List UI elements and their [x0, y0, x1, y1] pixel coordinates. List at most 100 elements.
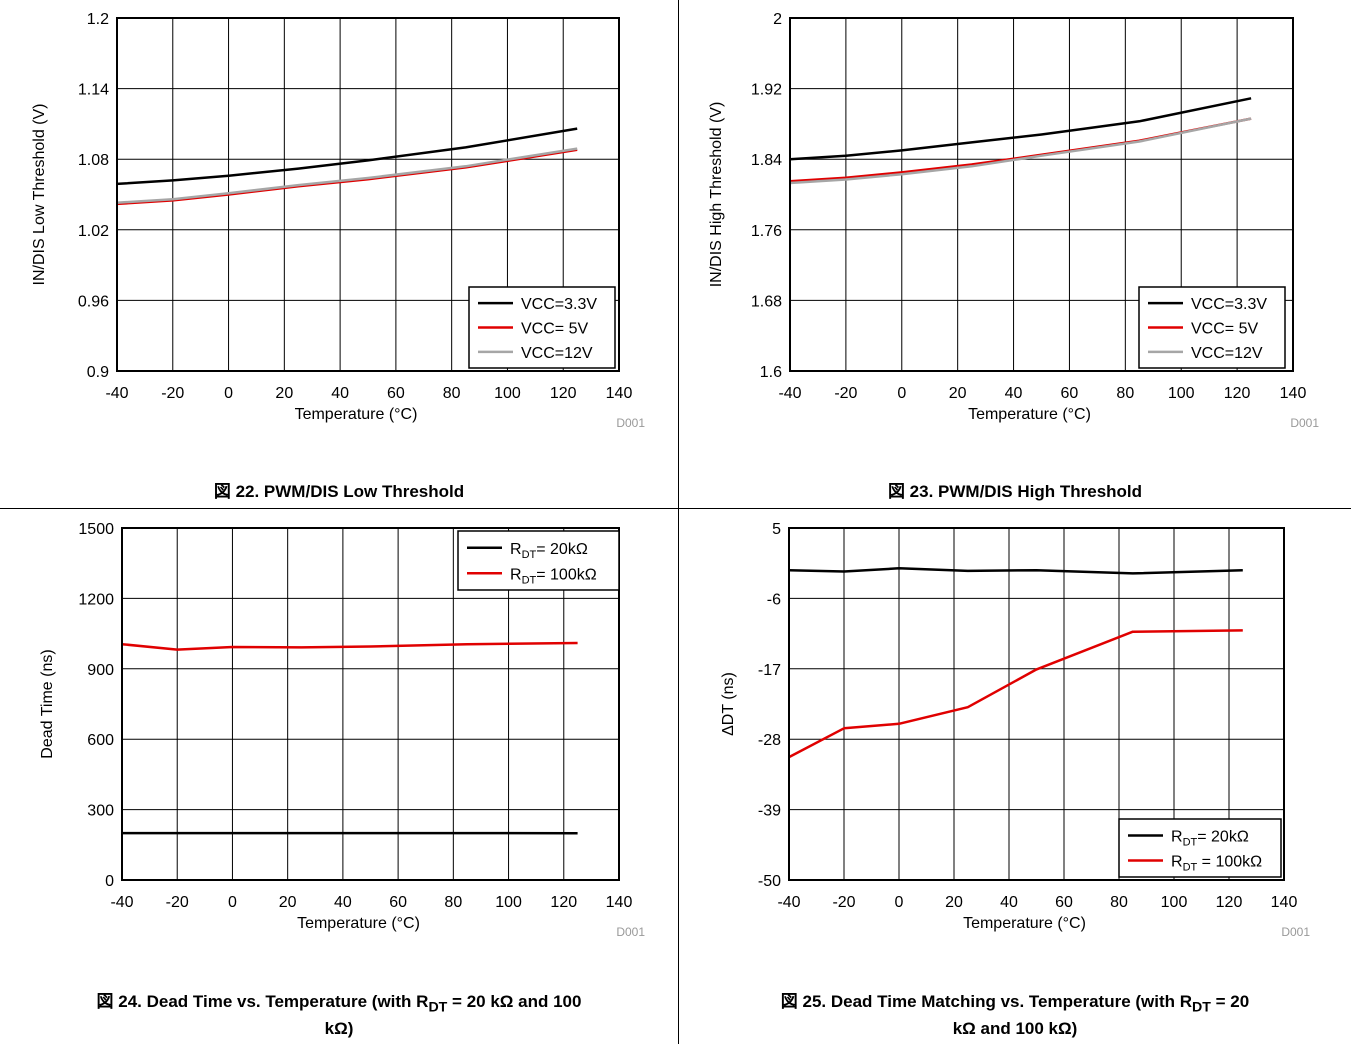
x-axis-label: Temperature (°C): [968, 406, 1091, 423]
plot-frame: [789, 17, 1294, 372]
chart-panel-high-threshold: -40 -20 0 20 40 60 80 100 120 140 1.6 1.68 1.76 1.84 1…: [679, 0, 1351, 508]
figure-caption: 図 24. Dead Time vs. Temperature (with RD…: [0, 991, 678, 1040]
x-tick-label: 0: [897, 385, 906, 402]
y-axis-label: ΔDT (ns): [720, 672, 737, 736]
chart-high-threshold: -40 -20 0 20 40 60 80 100 120 140 1.6 1.68 1.76 1.84 1…: [708, 11, 1319, 430]
y-tick-label: 5: [772, 521, 781, 538]
series-line-3: [116, 147, 578, 204]
x-tick-label: -40: [778, 385, 801, 402]
x-tick-label: 60: [1055, 894, 1073, 911]
x-tick-label: 120: [550, 894, 577, 911]
x-tick-label: 60: [387, 385, 405, 402]
legend-label: VCC= 5V: [521, 321, 588, 338]
x-tick-label: 140: [1271, 894, 1298, 911]
legend-label: VCC= 5V: [1191, 321, 1258, 338]
y-tick-label: 300: [87, 803, 114, 820]
y-tick-label: 0.9: [87, 364, 109, 381]
x-tick-label: -40: [110, 894, 133, 911]
y-tick-label: 1.02: [78, 223, 109, 240]
legend-label: RDT= 20kΩ: [510, 541, 588, 561]
x-tick-label: 120: [1224, 385, 1251, 402]
y-tick-label: 2: [773, 11, 782, 28]
legend-label: RDT = 100kΩ: [1171, 854, 1262, 874]
legend-box: [457, 530, 620, 591]
figure-id-label: D001: [616, 925, 645, 939]
x-tick-label: 40: [1005, 385, 1023, 402]
y-axis-label: Dead Time (ns): [39, 649, 56, 758]
figure-id-label: D001: [1281, 925, 1310, 939]
x-tick-label: 120: [550, 385, 577, 402]
y-tick-label: 1500: [78, 521, 114, 538]
series-line-1: [116, 127, 578, 186]
x-tick-label: -20: [166, 894, 189, 911]
caption-line-2: kΩ): [324, 1019, 354, 1039]
x-tick-label: 40: [1000, 894, 1018, 911]
y-tick-label: 1.92: [751, 82, 782, 99]
x-axis-label: Temperature (°C): [963, 915, 1086, 932]
y-tick-label: 1.6: [760, 364, 782, 381]
x-tick-label: 80: [444, 894, 462, 911]
figure-id-label: D001: [616, 416, 645, 430]
chart-panel-low-threshold: -40 -20 0 20 40 60 80 100 120 140 0.9 0.96 1.02 1.08 1…: [0, 0, 678, 508]
legend-label: RDT= 100kΩ: [510, 566, 597, 586]
x-tick-label: 0: [224, 385, 233, 402]
chart-panel-dead-time-matching: -40 -20 0 20 40 60 80 100 120 140 -50 -39 -28 -17 -6 5 T…: [679, 509, 1351, 1044]
y-tick-label: 1.76: [751, 223, 782, 240]
legend-label: VCC=12V: [1191, 345, 1263, 362]
x-tick-label: 20: [275, 385, 293, 402]
x-tick-label: 100: [494, 385, 521, 402]
x-tick-label: 80: [443, 385, 461, 402]
y-axis-label: IN/DIS Low Threshold (V): [31, 104, 48, 286]
legend: RDT= 20kΩ RDT= 100kΩ: [457, 530, 620, 591]
y-tick-label: -28: [758, 732, 781, 749]
caption-line-1: 図 24. Dead Time vs. Temperature (with RD…: [96, 992, 582, 1016]
caption-text: 図 23. PWM/DIS High Threshold: [887, 482, 1143, 501]
chart-dead-time: -40 -20 0 20 40 60 80 100 120 140 0 300 600 900 1200 15…: [39, 521, 645, 939]
caption-line-1: 図 25. Dead Time Matching vs. Temperature…: [780, 992, 1250, 1016]
legend-label: VCC=3.3V: [1191, 296, 1267, 313]
x-tick-label: 140: [606, 385, 633, 402]
x-tick-label: 20: [279, 894, 297, 911]
series-line-2: [116, 148, 578, 206]
legend: RDT= 20kΩ RDT = 100kΩ: [1118, 818, 1282, 878]
horizontal-divider: [0, 508, 1351, 509]
x-tick-label: -40: [105, 385, 128, 402]
legend-box: [1118, 818, 1282, 878]
series-line-1: [789, 97, 1252, 161]
legend-label: VCC=12V: [521, 345, 593, 362]
figure-caption: 図 25. Dead Time Matching vs. Temperature…: [679, 991, 1351, 1040]
x-tick-label: 40: [331, 385, 349, 402]
x-tick-label: -20: [832, 894, 855, 911]
x-axis-label: Temperature (°C): [297, 915, 420, 932]
y-tick-label: 1.68: [751, 293, 782, 310]
x-tick-label: 80: [1110, 894, 1128, 911]
caption-line-2: kΩ and 100 kΩ): [952, 1019, 1078, 1039]
gridlines: [122, 528, 619, 880]
y-tick-label: 0: [105, 873, 114, 890]
y-axis-label: IN/DIS High Threshold (V): [708, 102, 725, 288]
x-tick-label: -20: [161, 385, 184, 402]
y-tick-label: 1.84: [751, 152, 782, 169]
series-line-3: [789, 117, 1252, 185]
figure-caption: 図 22. PWM/DIS Low Threshold: [0, 481, 678, 503]
x-tick-label: 120: [1216, 894, 1243, 911]
x-tick-label: 100: [1161, 894, 1188, 911]
x-tick-label: 20: [949, 385, 967, 402]
x-tick-label: 0: [228, 894, 237, 911]
series-line-1: [788, 567, 1243, 575]
x-tick-label: 60: [389, 894, 407, 911]
legend-box: [1138, 286, 1286, 369]
plot-frame: [788, 527, 1285, 881]
series-line-2: [789, 117, 1252, 183]
y-tick-label: -6: [767, 591, 781, 608]
y-tick-label: 1.14: [78, 82, 109, 99]
y-tick-label: -39: [758, 803, 781, 820]
y-tick-label: 600: [87, 732, 114, 749]
legend-label: VCC=3.3V: [521, 296, 597, 313]
x-tick-label: 140: [606, 894, 633, 911]
x-tick-label: 140: [1280, 385, 1307, 402]
plot-frame: [116, 17, 620, 372]
x-tick-label: 100: [495, 894, 522, 911]
figure-id-label: D001: [1290, 416, 1319, 430]
